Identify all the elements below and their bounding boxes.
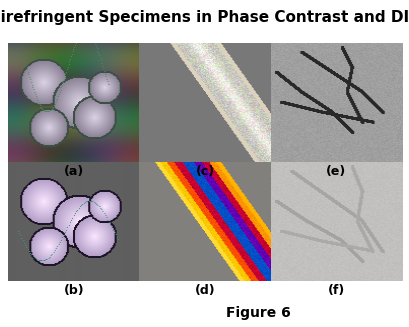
Text: (b): (b) [63, 284, 84, 298]
Text: (e): (e) [325, 165, 346, 178]
Text: (a): (a) [63, 165, 84, 178]
Text: (c): (c) [195, 165, 214, 178]
Text: Birefringent Specimens in Phase Contrast and DIC: Birefringent Specimens in Phase Contrast… [0, 10, 409, 25]
Text: Figure 6: Figure 6 [225, 306, 290, 320]
Text: (d): (d) [194, 284, 215, 298]
Text: (f): (f) [327, 284, 344, 298]
